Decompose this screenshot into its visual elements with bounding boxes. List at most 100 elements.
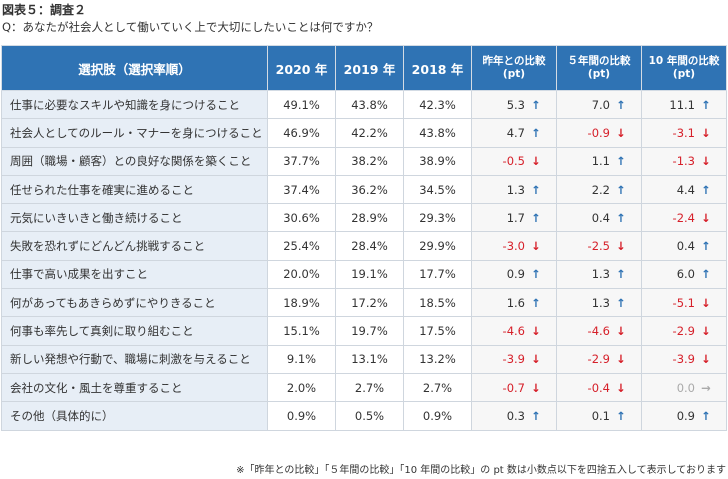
table-row: 新しい発想や行動で、職場に刺激を与えること 9.1% 13.1% 13.2% -3.9 ↓… (1, 344, 727, 374)
diff-5y-cell: -2.9 ↓ (556, 344, 642, 374)
header-diff-10y-title: 10 年間の比較 (648, 55, 720, 67)
arrow-up-icon: ↑ (616, 267, 626, 282)
diff-5y-value: 0.4 (591, 210, 610, 225)
arrow-down-icon: ↓ (531, 352, 541, 367)
value-y2019: 13.1% (335, 344, 404, 374)
question-text: Q：あなたが社会人として働いていく上で大切にしたいことは何ですか？ (2, 20, 379, 34)
figure-title: 図表５：調査２ (2, 3, 87, 17)
arrow-down-icon: ↓ (531, 154, 541, 169)
diff-10y-value: -2.9 (672, 324, 695, 339)
diff-10y-cell: -5.1 ↓ (641, 288, 727, 318)
value-y2018: 18.5% (403, 288, 472, 318)
value-y2019: 28.9% (335, 203, 404, 233)
value-y2020: 49.1% (267, 89, 336, 120)
value-y2018: 2.7% (403, 372, 472, 403)
value-y2019: 43.8% (335, 89, 404, 120)
table-row: 何があってもあきらめずにやりきること 18.9% 17.2% 18.5% 1.6 ↑ 1.3… (1, 288, 727, 318)
table-row: 何事も率先して真剣に取り組むこと 15.1% 19.7% 17.5% -4.6 ↓ -4.6… (1, 316, 727, 346)
table-row: 仕事で高い成果を出すこと 20.0% 19.1% 17.7% 0.9 ↑ 1.3 ↑ 6.0 ↑ (1, 259, 727, 290)
arrow-down-icon: ↓ (701, 154, 711, 169)
arrow-up-icon: ↑ (531, 210, 541, 225)
arrow-down-icon: ↓ (616, 324, 626, 339)
arrow-up-icon: ↑ (616, 182, 626, 197)
arrow-flat-icon: → (701, 380, 711, 395)
arrow-up-icon: ↑ (701, 239, 711, 254)
diff-prev-value: -3.0 (502, 239, 525, 254)
diff-prev-value: 0.9 (506, 267, 525, 282)
diff-prev-value: 1.3 (506, 182, 525, 197)
arrow-up-icon: ↑ (531, 97, 541, 112)
value-y2018: 43.8% (403, 118, 472, 148)
diff-5y-cell: 0.1 ↑ (556, 401, 642, 431)
diff-prev-cell: 1.6 ↑ (471, 288, 557, 318)
diff-5y-value: -2.9 (587, 352, 610, 367)
value-y2018: 38.9% (403, 146, 472, 176)
value-y2019: 19.1% (335, 259, 404, 290)
diff-10y-cell: -1.3 ↓ (641, 146, 727, 176)
header-2018: 2018 年 (403, 45, 472, 91)
arrow-up-icon: ↑ (531, 267, 541, 282)
arrow-up-icon: ↑ (616, 295, 626, 310)
diff-10y-cell: 11.1 ↑ (641, 89, 727, 120)
diff-prev-value: -0.5 (502, 154, 525, 169)
diff-10y-cell: -3.1 ↓ (641, 118, 727, 148)
value-y2020: 25.4% (267, 231, 336, 261)
diff-prev-cell: 1.3 ↑ (471, 174, 557, 205)
table-row: その他（具体的に） 0.9% 0.5% 0.9% 0.3 ↑ 0.1 ↑ 0.9 ↑ (1, 401, 727, 431)
diff-10y-value: -2.4 (672, 210, 695, 225)
header-choice: 選択肢（選択率順） (1, 45, 268, 91)
choice-label: 失敗を恐れずにどんどん挑戦すること (1, 231, 268, 261)
diff-5y-value: 7.0 (591, 97, 610, 112)
diff-10y-value: -1.3 (672, 154, 695, 169)
header-2020: 2020 年 (267, 45, 336, 91)
diff-prev-value: -4.6 (502, 324, 525, 339)
arrow-up-icon: ↑ (531, 125, 541, 140)
diff-prev-cell: -0.5 ↓ (471, 146, 557, 176)
arrow-up-icon: ↑ (616, 408, 626, 423)
diff-5y-value: 1.3 (591, 267, 610, 282)
diff-5y-value: 1.1 (591, 154, 610, 169)
arrow-up-icon: ↑ (531, 408, 541, 423)
value-y2018: 29.9% (403, 231, 472, 261)
diff-10y-cell: 0.0 → (641, 372, 727, 403)
arrow-up-icon: ↑ (701, 97, 711, 112)
diff-10y-value: 6.0 (676, 267, 695, 282)
diff-5y-value: -0.4 (587, 380, 610, 395)
diff-10y-value: 0.4 (676, 239, 695, 254)
arrow-up-icon: ↑ (616, 210, 626, 225)
diff-5y-cell: -0.4 ↓ (556, 372, 642, 403)
arrow-up-icon: ↑ (701, 408, 711, 423)
diff-prev-value: 0.3 (506, 408, 525, 423)
header-row: 選択肢（選択率順） 2020 年 2019 年 2018 年 昨年との比較 (p… (1, 45, 727, 91)
diff-10y-value: 4.4 (676, 182, 695, 197)
diff-10y-cell: -2.4 ↓ (641, 203, 727, 233)
value-y2019: 42.2% (335, 118, 404, 148)
diff-prev-cell: -4.6 ↓ (471, 316, 557, 346)
value-y2018: 42.3% (403, 89, 472, 120)
results-table: 選択肢（選択率順） 2020 年 2019 年 2018 年 昨年との比較 (p… (1, 45, 727, 431)
arrow-down-icon: ↓ (531, 324, 541, 339)
value-y2020: 37.4% (267, 174, 336, 205)
diff-10y-value: 0.0 (676, 380, 695, 395)
header-diff-5y: ５年間の比較 (pt) (556, 45, 642, 91)
diff-5y-cell: -0.9 ↓ (556, 118, 642, 148)
table-row: 周囲（職場・顧客）との良好な関係を築くこと 37.7% 38.2% 38.9% -0.5… (1, 146, 727, 176)
choice-label: その他（具体的に） (1, 401, 268, 431)
diff-5y-value: -0.9 (587, 125, 610, 140)
value-y2018: 0.9% (403, 401, 472, 431)
diff-5y-value: 1.3 (591, 295, 610, 310)
diff-prev-cell: 4.7 ↑ (471, 118, 557, 148)
choice-label: 仕事に必要なスキルや知識を身につけること (1, 89, 268, 120)
choice-label: 何事も率先して真剣に取り組むこと (1, 316, 268, 346)
table-row: 社会人としてのルール・マナーを身につけること 46.9% 42.2% 43.8% 4.7… (1, 118, 727, 148)
diff-10y-value: -3.9 (672, 352, 695, 367)
diff-5y-value: 2.2 (591, 182, 610, 197)
header-diff-prev: 昨年との比較 (pt) (471, 45, 557, 91)
diff-10y-cell: -3.9 ↓ (641, 344, 727, 374)
arrow-down-icon: ↓ (701, 295, 711, 310)
diff-5y-value: -4.6 (587, 324, 610, 339)
diff-prev-cell: 0.3 ↑ (471, 401, 557, 431)
arrow-down-icon: ↓ (616, 380, 626, 395)
choice-label: 何があってもあきらめずにやりきること (1, 288, 268, 318)
diff-10y-value: -3.1 (672, 125, 695, 140)
